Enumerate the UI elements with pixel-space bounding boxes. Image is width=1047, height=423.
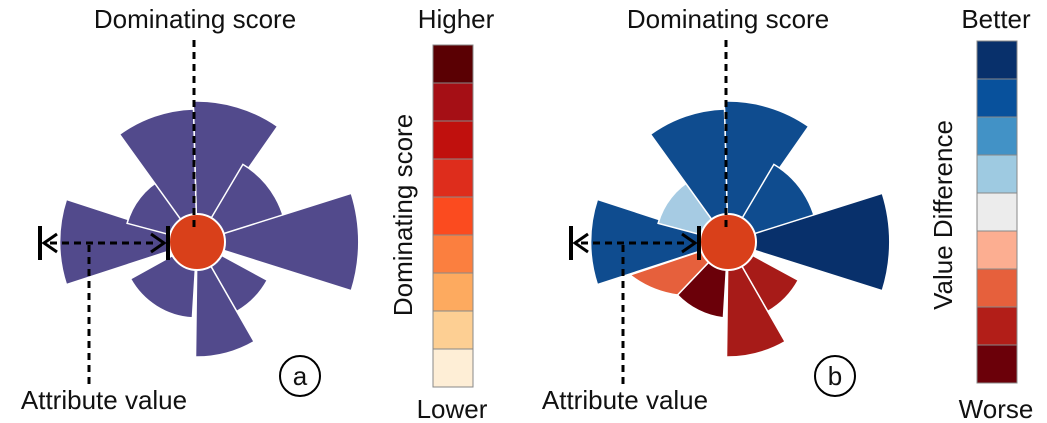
bottom-label-a: Attribute value (21, 385, 187, 415)
petal-b-9 (649, 108, 729, 245)
panel-tag-b: b (828, 361, 842, 391)
panel-tag-circle-b (814, 355, 856, 397)
legend-b-swatch-9 (976, 344, 1018, 384)
legend-b-swatch-6 (976, 230, 1018, 270)
petal-a-3 (194, 192, 360, 292)
legend-b-axis-label: Value Difference (928, 120, 958, 310)
petal-a-9 (118, 108, 198, 245)
attribute-arrow-b (569, 226, 701, 384)
legend-a-swatch-6 (432, 234, 474, 274)
legend-b-swatch-4 (976, 154, 1018, 194)
legend-b-swatches (976, 40, 1018, 384)
legend-a-swatch-3 (432, 120, 474, 160)
legend-b-swatch-1 (976, 40, 1018, 80)
legend-a-swatch-4 (432, 158, 474, 198)
attribute-arrow-a (38, 226, 170, 384)
legend-a-swatches (432, 44, 474, 388)
petal-a-1 (192, 100, 279, 245)
legend-a-swatch-5 (432, 196, 474, 236)
panel-tag-circle-a (279, 355, 321, 397)
legend-b-swatch-7 (976, 268, 1018, 308)
legend-b-top: Better (961, 4, 1031, 34)
petal-b-3 (725, 192, 891, 292)
legend-b-swatch-5 (976, 192, 1018, 232)
petal-b-5 (725, 239, 787, 358)
legend-a-top: Higher (418, 4, 495, 34)
legend-a-swatch-9 (432, 348, 474, 388)
legend-b-bottom: Worse (959, 394, 1034, 423)
rose-chart-b (589, 100, 891, 358)
legend-a-axis-label: Dominating score (388, 114, 418, 316)
legend-a-swatch-1 (432, 44, 474, 84)
bottom-label-b: Attribute value (542, 385, 708, 415)
legend-b-swatch-2 (976, 78, 1018, 118)
center-circle-a (168, 213, 226, 271)
center-circle-b (699, 213, 757, 271)
panel-tag-a: a (293, 361, 308, 391)
legend-b-swatch-3 (976, 116, 1018, 156)
legend-b-swatch-8 (976, 306, 1018, 346)
petal-a-5 (194, 239, 256, 358)
top-label-a: Dominating score (94, 4, 296, 34)
legend-a-bottom: Lower (417, 394, 488, 423)
top-label-b: Dominating score (627, 4, 829, 34)
legend-a-swatch-7 (432, 272, 474, 312)
legend-a-swatch-8 (432, 310, 474, 350)
legend-a-swatch-2 (432, 82, 474, 122)
